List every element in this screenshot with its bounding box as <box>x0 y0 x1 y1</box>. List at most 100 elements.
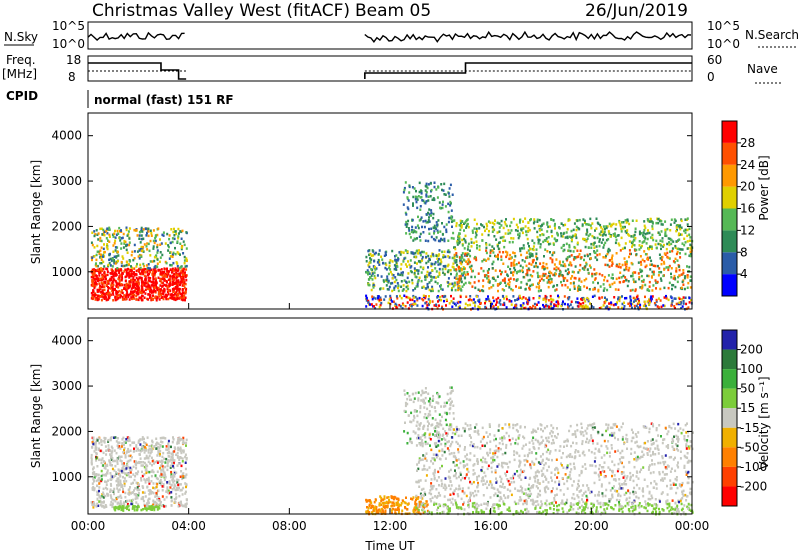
data-cell <box>498 222 501 225</box>
data-cell <box>112 244 115 247</box>
data-cell <box>120 264 123 267</box>
data-cell <box>120 247 123 250</box>
data-cell <box>437 275 440 278</box>
data-cell <box>450 220 453 223</box>
data-cell <box>507 229 510 232</box>
data-cell <box>399 273 402 277</box>
data-cell <box>579 304 582 308</box>
data-cell <box>658 267 661 270</box>
data-cell <box>670 242 673 246</box>
data-cell <box>95 473 98 476</box>
data-cell <box>540 228 543 231</box>
data-cell <box>639 268 642 271</box>
data-cell <box>118 271 121 275</box>
data-cell <box>642 231 645 234</box>
data-cell <box>105 237 108 240</box>
data-cell <box>582 237 585 241</box>
data-cell <box>370 274 373 277</box>
data-cell <box>173 293 176 296</box>
data-cell <box>397 511 400 514</box>
data-cell <box>586 228 589 231</box>
data-cell <box>143 270 146 274</box>
data-cell <box>395 261 398 264</box>
data-cell <box>686 234 689 238</box>
data-cell <box>551 253 554 257</box>
data-cell <box>133 478 136 482</box>
data-cell <box>93 504 96 507</box>
data-cell <box>120 260 123 264</box>
data-cell <box>641 258 644 262</box>
data-cell <box>93 488 96 492</box>
data-cell <box>611 256 613 260</box>
data-cell <box>130 287 133 290</box>
data-cell <box>411 278 414 282</box>
data-cell <box>181 442 184 445</box>
data-cell <box>504 223 507 226</box>
data-cell <box>373 274 376 278</box>
data-cell <box>437 422 440 426</box>
data-cell <box>166 486 169 489</box>
data-cell <box>643 228 646 232</box>
data-cell <box>168 283 171 286</box>
data-cell <box>132 282 135 286</box>
data-cell <box>173 237 176 241</box>
data-cell <box>497 247 500 251</box>
data-cell <box>449 216 452 220</box>
data-cell <box>402 271 404 274</box>
data-cell <box>618 221 621 224</box>
data-cell <box>416 224 419 227</box>
data-cell <box>414 509 417 512</box>
data-cell <box>102 496 105 499</box>
data-cell <box>163 283 166 287</box>
data-cell <box>443 182 446 186</box>
data-cell <box>453 283 456 287</box>
data-cell <box>570 264 573 267</box>
data-cell <box>123 242 126 245</box>
data-cell <box>92 506 95 509</box>
data-cell <box>124 472 127 475</box>
data-cell <box>113 449 116 452</box>
data-cell <box>179 475 182 478</box>
data-cell <box>108 296 111 300</box>
data-cell <box>149 506 152 510</box>
data-cell <box>447 239 450 242</box>
data-cell <box>104 480 106 483</box>
data-cell <box>432 197 435 200</box>
data-cell <box>450 217 453 221</box>
data-cell <box>659 287 662 291</box>
data-cell <box>124 495 127 499</box>
data-cell <box>126 261 129 264</box>
data-cell <box>166 448 169 451</box>
data-cell <box>118 236 121 239</box>
data-cell <box>542 265 545 268</box>
data-cell <box>536 303 538 306</box>
data-cell <box>464 302 467 306</box>
data-cell <box>147 460 150 464</box>
data-cell <box>174 246 176 250</box>
data-cell <box>418 249 420 252</box>
data-cell <box>160 440 163 443</box>
data-cell <box>603 243 606 247</box>
data-cell <box>123 270 126 273</box>
data-cell <box>682 271 685 275</box>
data-cell <box>184 265 187 268</box>
data-cell <box>611 273 614 276</box>
data-cell <box>542 303 544 307</box>
data-cell <box>552 251 555 255</box>
data-cell <box>585 233 588 236</box>
data-cell <box>476 247 478 250</box>
data-cell <box>441 288 444 291</box>
data-cell <box>455 252 458 255</box>
data-cell <box>108 233 111 237</box>
data-cell <box>514 268 517 272</box>
data-cell <box>512 278 515 281</box>
data-cell <box>566 256 569 259</box>
data-cell <box>179 483 182 486</box>
data-cell <box>449 183 452 187</box>
data-cell <box>414 269 416 272</box>
data-cell <box>430 235 433 239</box>
data-cell <box>378 263 381 266</box>
data-cell <box>97 473 100 477</box>
data-cell <box>145 449 148 452</box>
data-cell <box>440 237 442 241</box>
